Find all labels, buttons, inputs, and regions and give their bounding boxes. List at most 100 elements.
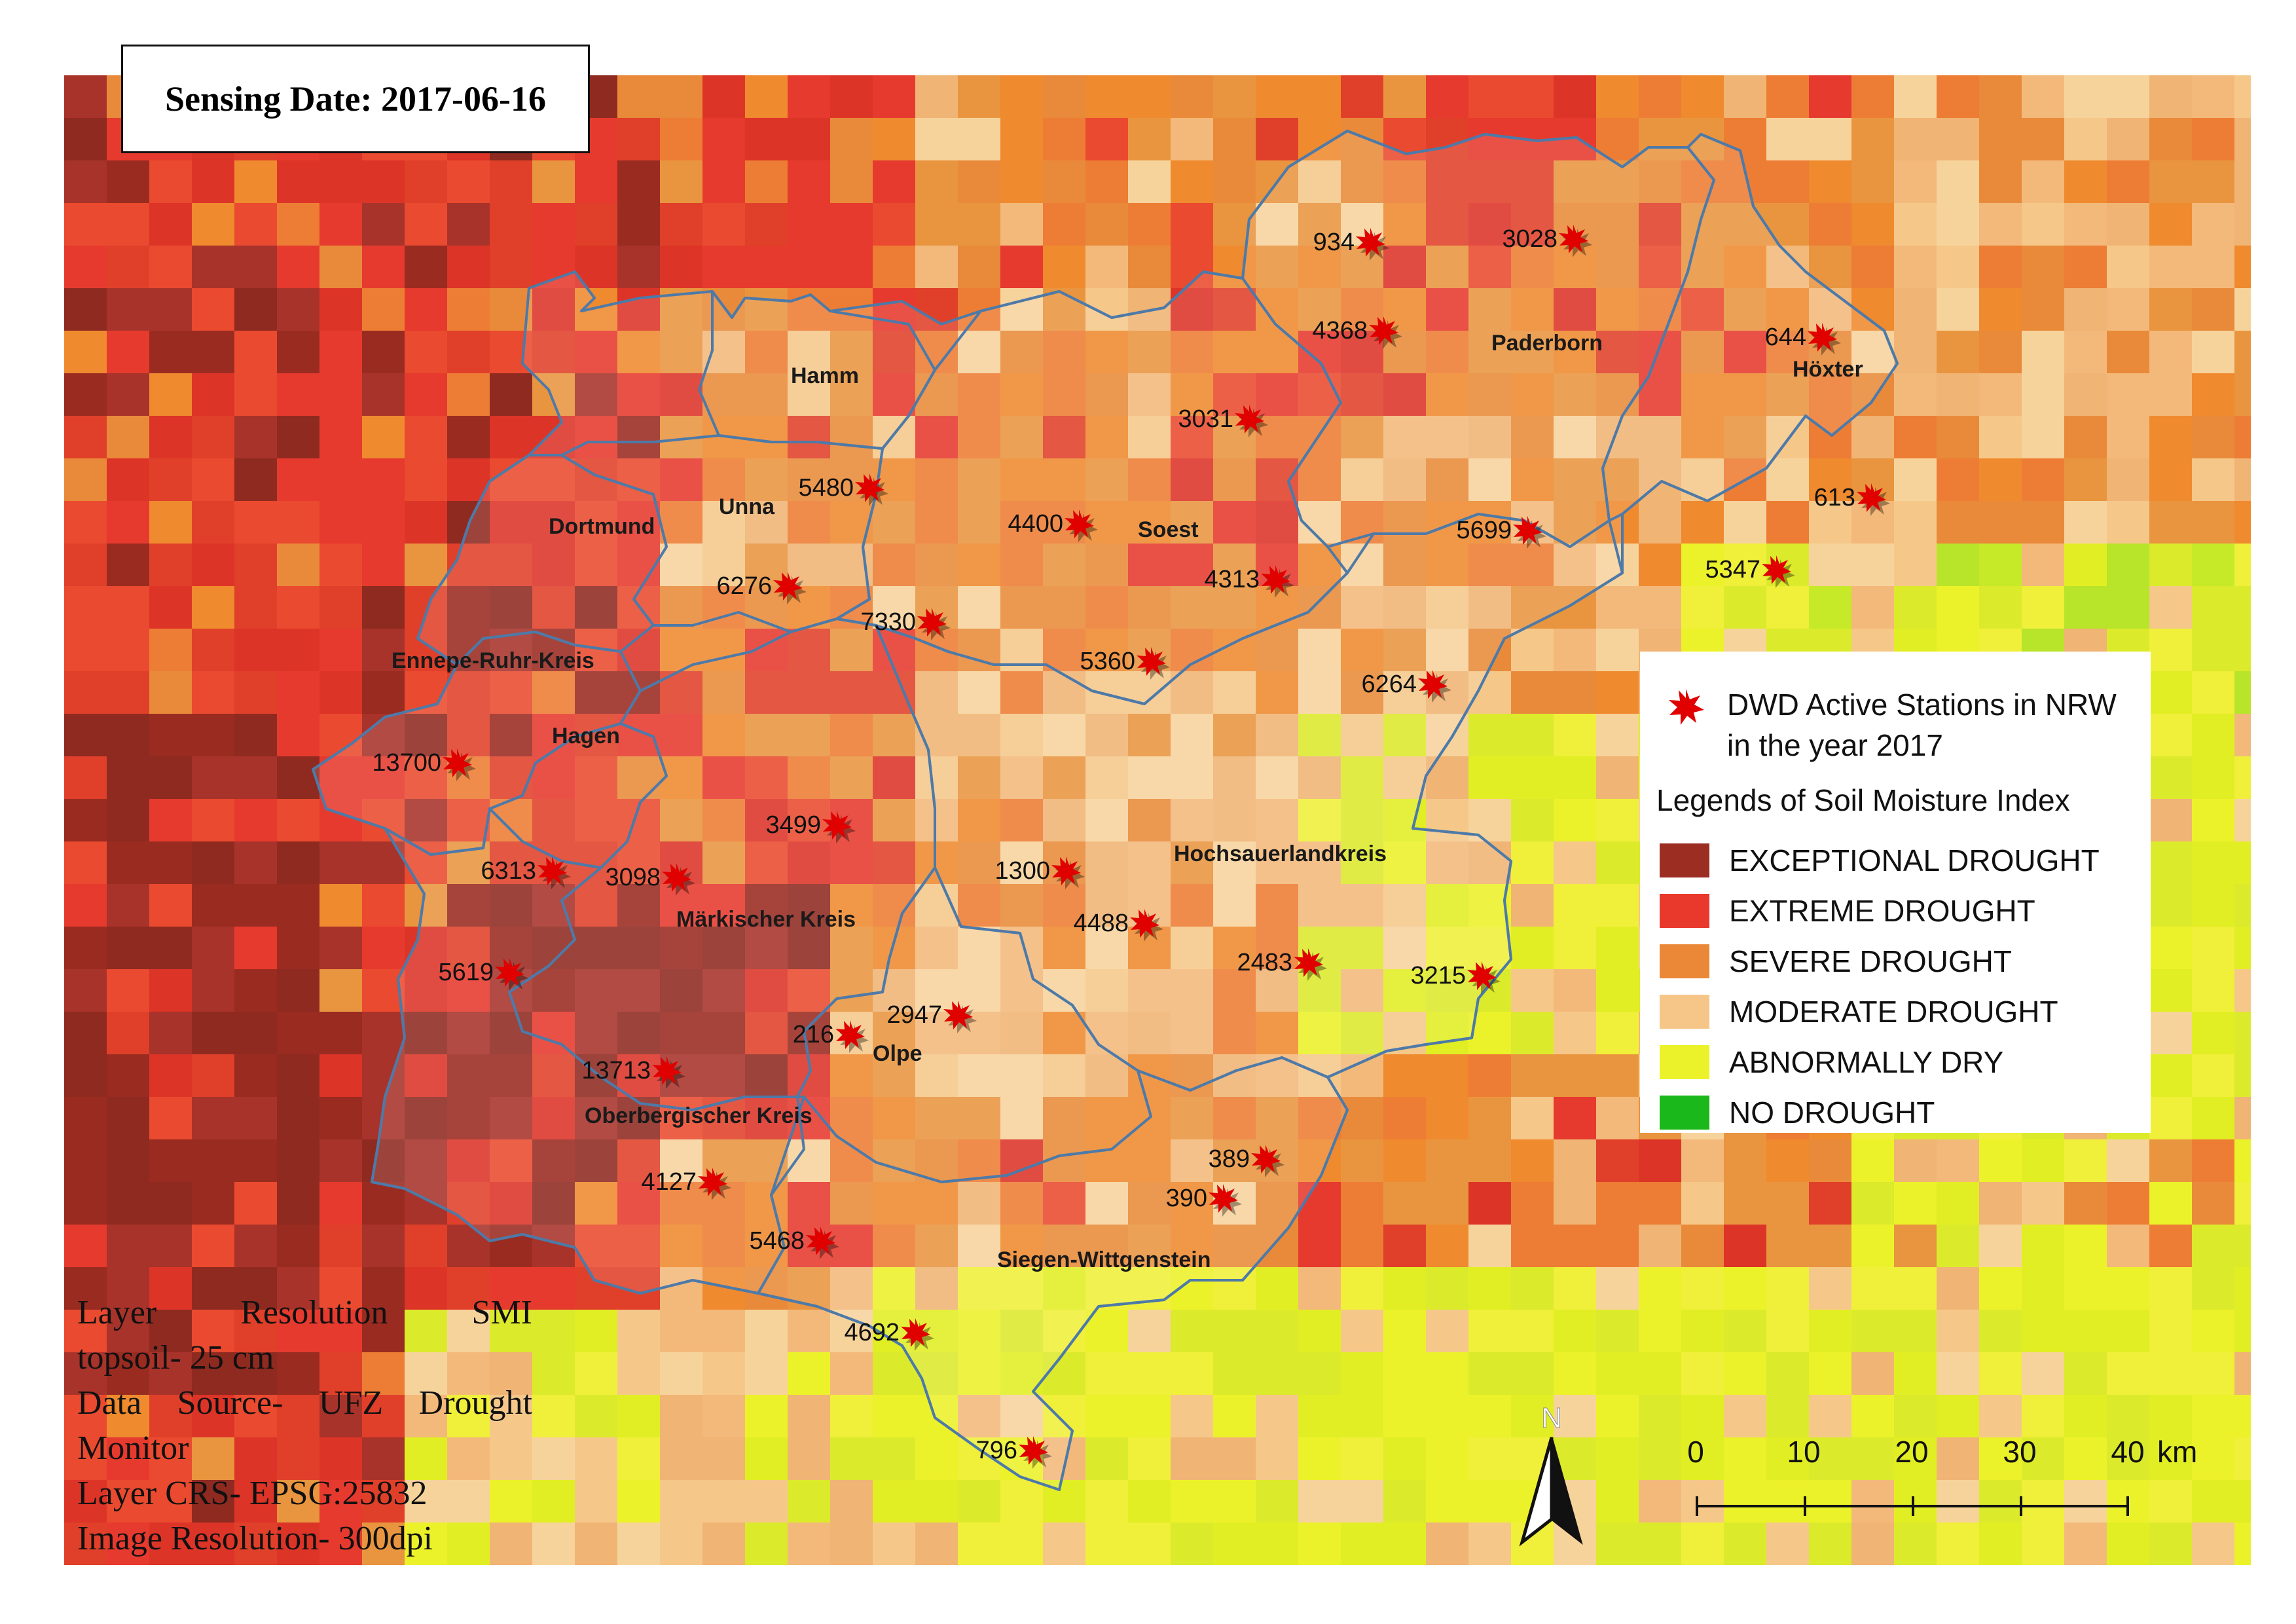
station-star-icon[interactable] bbox=[1130, 909, 1159, 938]
north-arrow-icon: N bbox=[1519, 1402, 1583, 1547]
station-star-icon[interactable] bbox=[1762, 555, 1791, 584]
station-star-icon[interactable] bbox=[1051, 857, 1081, 885]
legend-label: EXTREME DROUGHT bbox=[1729, 893, 2035, 928]
station-label: 5468 bbox=[749, 1227, 805, 1255]
station-label: 5347 bbox=[1705, 556, 1760, 583]
district-label: Hochsauerlandkreis bbox=[1174, 841, 1387, 866]
legend-label: EXCEPTIONAL DROUGHT bbox=[1729, 843, 2100, 877]
station-label: 13700 bbox=[372, 749, 441, 777]
map-canvas: Hamm Unna Dortmund Soest Paderborn Höxter Enne… bbox=[64, 75, 2251, 1565]
station-star-icon[interactable] bbox=[1467, 961, 1497, 990]
station-label: 4488 bbox=[1073, 910, 1129, 937]
legend-item-exceptional: EXCEPTIONAL DROUGHT bbox=[1660, 835, 2100, 885]
dortmund-boundary bbox=[416, 454, 668, 666]
station-star-icon[interactable] bbox=[652, 1056, 682, 1085]
district-label: Paderborn bbox=[1491, 331, 1603, 356]
district-label: Oberbergischer Kreis bbox=[585, 1103, 812, 1128]
station-label: 5480 bbox=[798, 474, 854, 502]
legend-label: SEVERE DROUGHT bbox=[1729, 944, 2012, 978]
station-star-icon[interactable] bbox=[943, 1001, 973, 1029]
station-star-icon[interactable] bbox=[662, 863, 691, 892]
station-label: 796 bbox=[976, 1437, 1017, 1464]
station-star-icon[interactable] bbox=[835, 1020, 865, 1049]
legend-swatch bbox=[1660, 994, 1709, 1029]
scale-tick-0: 0 bbox=[1687, 1435, 1704, 1469]
north-label: N bbox=[1541, 1402, 1562, 1434]
station-label: 2483 bbox=[1237, 949, 1292, 976]
station-star-icon[interactable] bbox=[1513, 516, 1542, 545]
station-label: 4400 bbox=[1008, 510, 1063, 538]
station-star-icon[interactable] bbox=[1209, 1184, 1238, 1213]
scale-unit: km bbox=[2157, 1435, 2198, 1469]
info-line-1: Layer Resolution SMI bbox=[77, 1294, 532, 1331]
station-star-icon[interactable] bbox=[1808, 323, 1837, 352]
station-label: 389 bbox=[1209, 1145, 1250, 1173]
station-label: 7330 bbox=[860, 608, 916, 636]
station-label: 390 bbox=[1166, 1185, 1207, 1212]
legend-station-line2: in the year 2017 bbox=[1727, 728, 1943, 762]
station-star-icon[interactable] bbox=[1065, 509, 1094, 538]
station-star-icon[interactable] bbox=[901, 1318, 930, 1347]
station-star-icon[interactable] bbox=[1418, 670, 1448, 699]
station-star-icon[interactable] bbox=[822, 811, 852, 840]
legend-station-line1: DWD Active Stations in NRW bbox=[1727, 688, 2117, 722]
legend-swatch bbox=[1660, 893, 1709, 928]
district-label: Märkischer Kreis bbox=[676, 907, 856, 932]
oberbergischer-boundary bbox=[371, 807, 805, 1295]
station-label: 3031 bbox=[1178, 405, 1233, 433]
station-label: 4692 bbox=[844, 1319, 900, 1346]
legend-label: ABNORMALLY DRY bbox=[1729, 1044, 2004, 1079]
station-star-icon[interactable] bbox=[1369, 316, 1398, 345]
info-line-3: Data Source- UFZ Drought bbox=[77, 1384, 532, 1422]
station-star-icon[interactable] bbox=[1294, 948, 1323, 977]
legend-item-no-drought: NO DROUGHT bbox=[1660, 1087, 2100, 1137]
district-label: Siegen-Wittgenstein bbox=[997, 1247, 1211, 1272]
station-star-icon[interactable] bbox=[538, 857, 567, 885]
district-boundaries bbox=[312, 130, 1899, 1491]
station-star-icon[interactable] bbox=[698, 1168, 727, 1196]
scale-bar: 0 10 20 30 40 km bbox=[1687, 1434, 2197, 1532]
station-label: 6264 bbox=[1361, 671, 1417, 698]
station-star-icon[interactable] bbox=[1019, 1436, 1048, 1465]
station-star-icon[interactable] bbox=[1559, 225, 1588, 253]
station-label: 613 bbox=[1814, 484, 1855, 511]
siegen-boundary bbox=[757, 1056, 1349, 1491]
station-label: 4127 bbox=[641, 1168, 697, 1196]
district-label: Unna bbox=[719, 494, 775, 519]
station-star-icon[interactable] bbox=[917, 608, 947, 637]
station-star-icon[interactable] bbox=[1261, 565, 1290, 594]
station-label: 6313 bbox=[481, 857, 536, 885]
station-star-icon[interactable] bbox=[855, 473, 884, 502]
station-star-icon[interactable] bbox=[1857, 483, 1886, 512]
sensing-date-title: Sensing Date: 2017-06-16 bbox=[121, 45, 590, 153]
station-star-icon[interactable] bbox=[773, 572, 803, 600]
legend-swatch bbox=[1660, 1095, 1709, 1130]
station-star-icon[interactable] bbox=[1251, 1145, 1281, 1173]
station-star-icon[interactable] bbox=[443, 748, 472, 777]
raster-grid bbox=[64, 75, 2251, 1565]
station-star-icon[interactable] bbox=[1137, 647, 1166, 676]
station-star-icon[interactable] bbox=[495, 958, 524, 987]
station-label: 1300 bbox=[994, 857, 1050, 885]
station-label: 3098 bbox=[605, 864, 661, 891]
station-star-icon[interactable] bbox=[806, 1227, 835, 1255]
legend-panel: DWD Active Stations in NRW in the year 2… bbox=[1640, 652, 2151, 1133]
station-label: 2947 bbox=[886, 1001, 942, 1029]
station-markers: 934 3028 4368 644 3031 5480 4400 5699 613 4313 534… bbox=[372, 225, 1890, 1469]
station-star-icon[interactable] bbox=[1235, 405, 1264, 434]
legend-item-abnormally-dry: ABNORMALLY DRY bbox=[1660, 1037, 2100, 1087]
station-label: 216 bbox=[793, 1021, 834, 1048]
station-label: 934 bbox=[1313, 229, 1355, 256]
district-labels: Hamm Unna Dortmund Soest Paderborn Höxter Enne… bbox=[392, 331, 1863, 1272]
legend-item-extreme: EXTREME DROUGHT bbox=[1660, 885, 2100, 936]
district-label: Dortmund bbox=[549, 514, 655, 539]
info-line-4: Monitor bbox=[77, 1430, 189, 1467]
station-star-icon[interactable] bbox=[1356, 228, 1385, 257]
info-line-6: Image Resolution- 300dpi bbox=[77, 1520, 433, 1557]
legend-swatch bbox=[1660, 843, 1709, 877]
station-label: 6276 bbox=[716, 572, 772, 600]
scale-line bbox=[1696, 1496, 2129, 1516]
station-label: 5360 bbox=[1080, 648, 1135, 675]
soil-moisture-map[interactable]: Hamm Unna Dortmund Soest Paderborn Höxter Enne… bbox=[64, 75, 2251, 1565]
legend-swatch bbox=[1660, 1044, 1709, 1079]
